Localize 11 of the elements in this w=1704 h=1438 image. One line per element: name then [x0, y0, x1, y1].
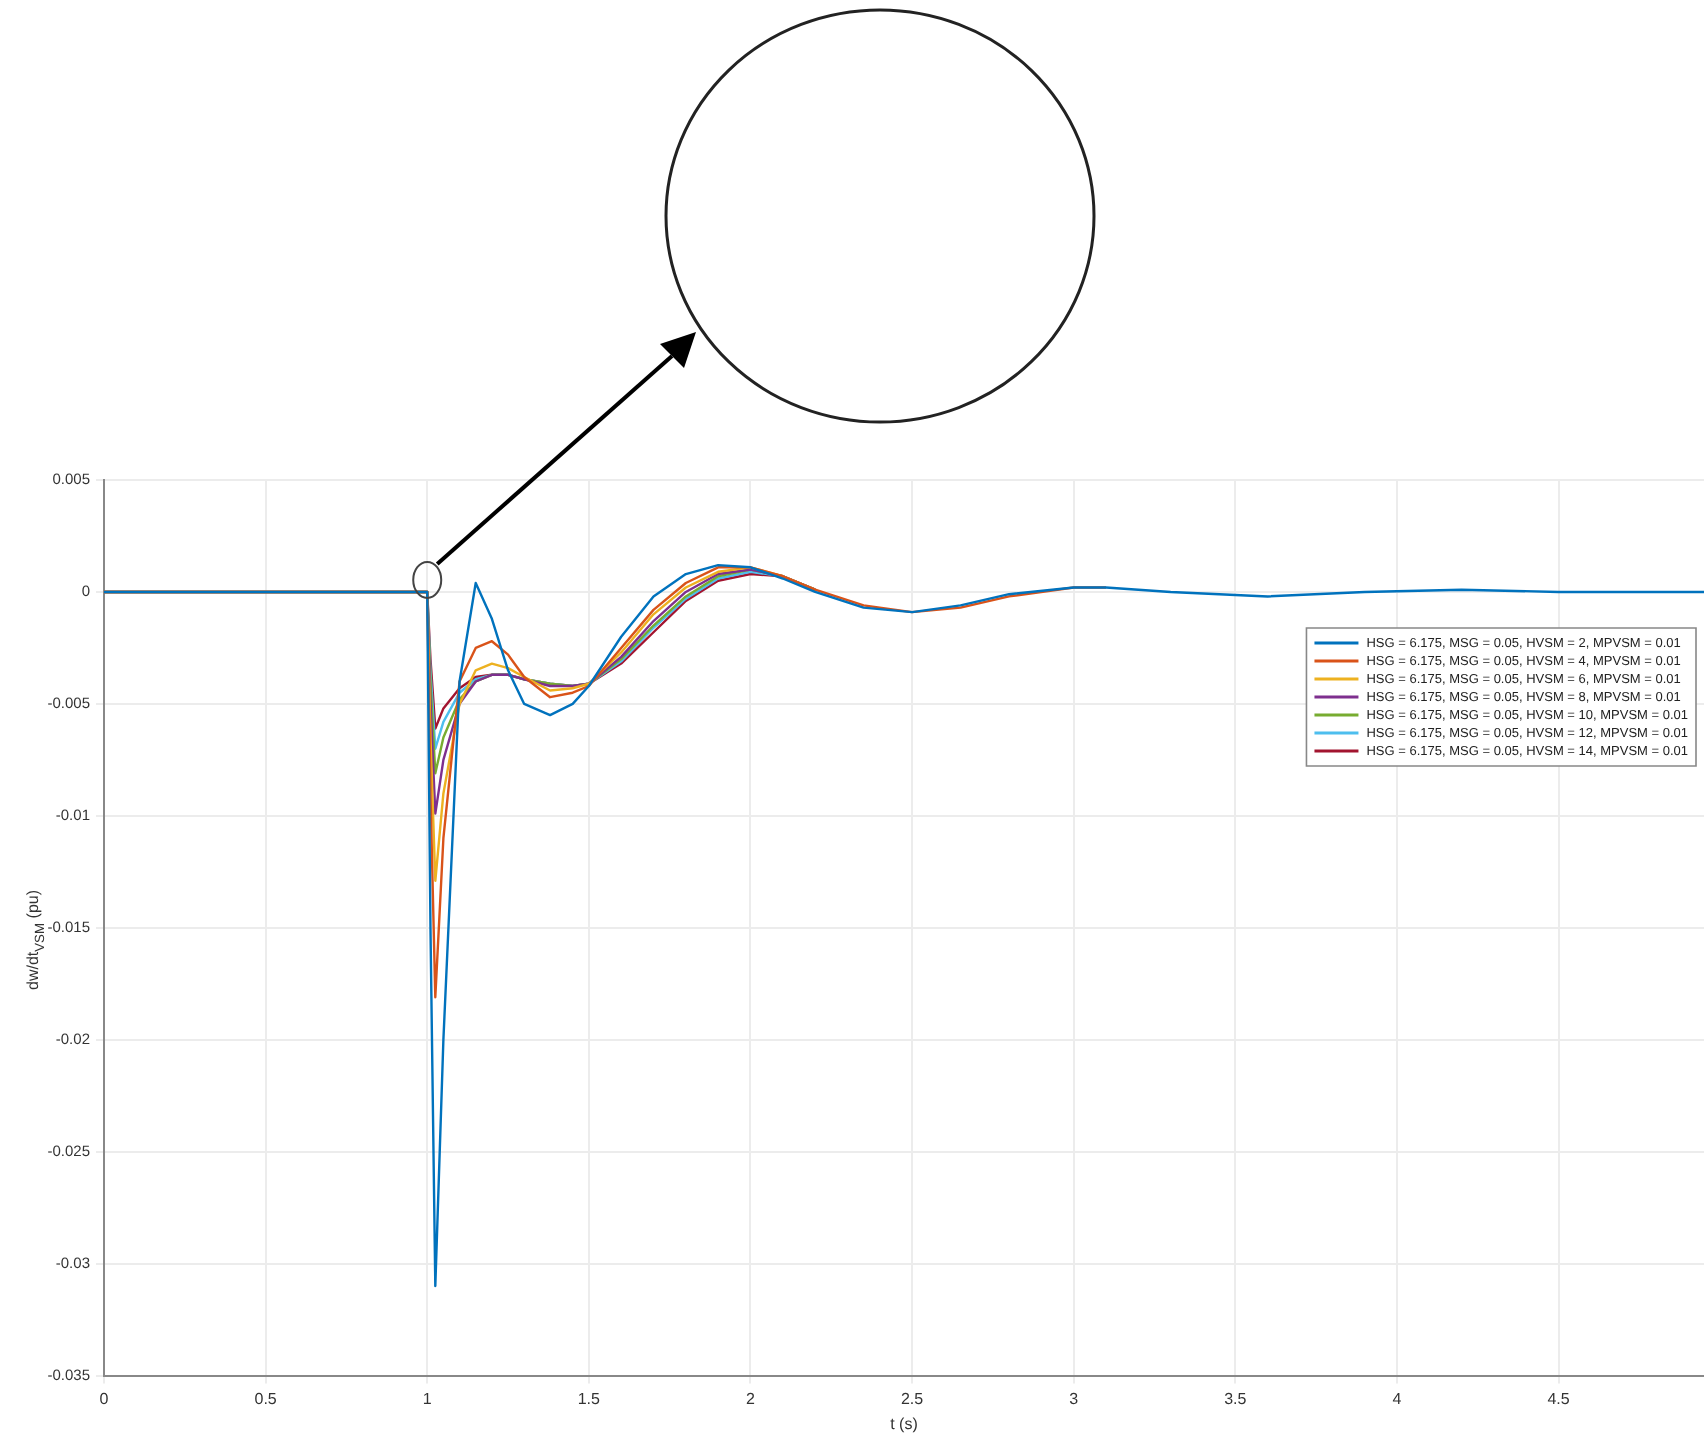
x-tick-label: 4	[1392, 1389, 1403, 1408]
x-tick-label: 1.5	[577, 1389, 602, 1408]
x-tick-label: 0.5	[254, 1389, 278, 1408]
x-tick-label: 3	[1069, 1389, 1080, 1408]
x-tick-label: 2	[746, 1389, 757, 1408]
x-axis-title: t (s)	[890, 1414, 919, 1433]
x-tick-label: 0	[99, 1389, 110, 1408]
x-tick-label: 2.5	[900, 1389, 925, 1408]
x-tick-label: 1	[422, 1389, 433, 1408]
x-tick-label: 4.5	[1547, 1389, 1571, 1408]
x-tick-label: 3.5	[1224, 1389, 1248, 1408]
